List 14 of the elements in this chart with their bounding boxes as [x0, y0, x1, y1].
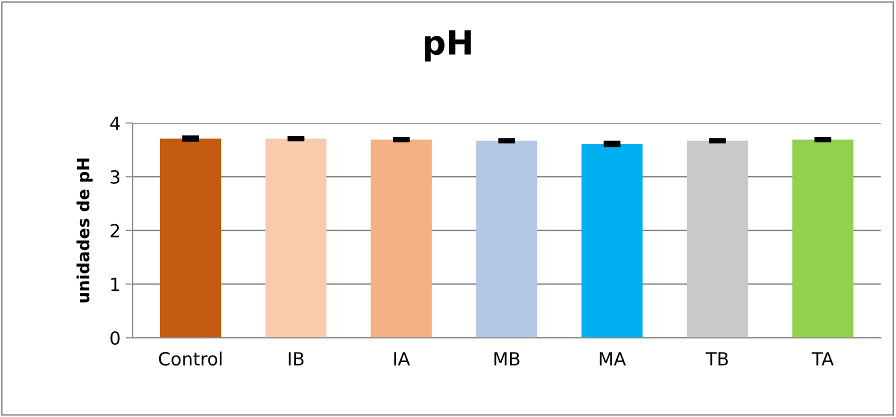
y-axis-title: unidades de pH [76, 158, 93, 302]
chart-title: pH [424, 30, 471, 62]
y-tick-label: 1 [111, 278, 120, 291]
y-tick-label: 2 [110, 224, 119, 238]
x-tick-label: TA [812, 352, 834, 366]
x-tick-label: Control [158, 352, 222, 366]
x-tick-label: IA [394, 352, 410, 366]
x-tick-label: IB [288, 352, 304, 366]
x-tick-label: TB [706, 352, 728, 366]
y-tick-label: 4 [110, 116, 120, 130]
y-tick-label: 3 [110, 170, 120, 184]
x-tick-label: MB [494, 352, 520, 366]
x-tick-label: MA [600, 352, 626, 366]
y-tick-label: 0 [110, 331, 120, 345]
